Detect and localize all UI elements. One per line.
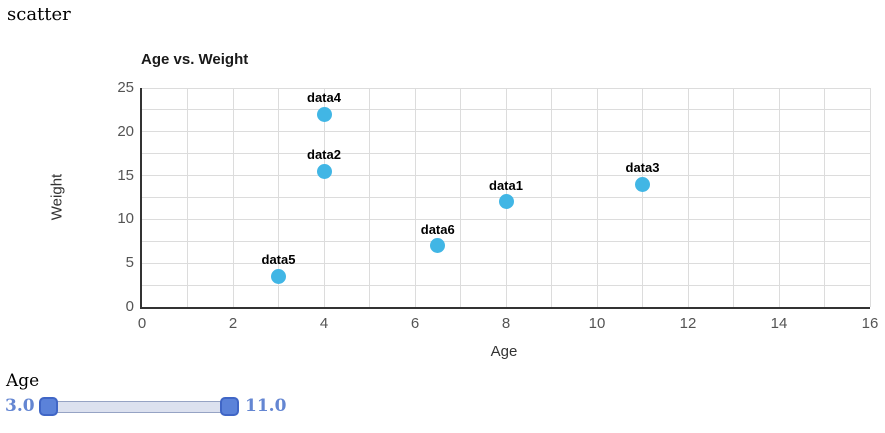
horizontal-gridline — [142, 262, 870, 264]
data-point-label: data2 — [307, 147, 341, 163]
page-heading: scatter — [7, 4, 71, 25]
y-tick-label: 5 — [125, 254, 134, 272]
slider-label: Age — [6, 371, 40, 391]
data-point-label: data6 — [420, 221, 455, 237]
horizontal-gridline — [142, 218, 870, 220]
x-tick-label: 2 — [228, 315, 238, 332]
slider-handle-min[interactable] — [39, 397, 58, 416]
slider-handle-max[interactable] — [220, 397, 239, 416]
horizontal-gridline — [142, 87, 870, 89]
data-point[interactable] — [635, 176, 650, 192]
data-point-label: data5 — [261, 252, 296, 268]
data-point-label: data1 — [489, 177, 523, 193]
y-tick-label: 20 — [117, 122, 134, 140]
data-point[interactable] — [498, 194, 514, 210]
y-tick-label: 10 — [117, 210, 134, 228]
vertical-gridline — [869, 88, 871, 307]
data-point[interactable] — [430, 238, 446, 254]
age-range-slider[interactable] — [39, 397, 239, 416]
horizontal-gridline — [142, 284, 870, 286]
chart-title: Age vs. Weight — [141, 51, 249, 68]
data-point-label: data4 — [307, 90, 341, 106]
data-point[interactable] — [271, 268, 286, 284]
horizontal-gridline — [142, 240, 870, 242]
x-tick-label: 0 — [137, 315, 147, 332]
slider-max-value: 11.0 — [245, 396, 287, 416]
x-tick-label: 10 — [588, 315, 606, 332]
plot-area: 0 2 4 6 8 10 12 14 16 0 5 10 15 20 25 data1 data2 data3 da… — [117, 79, 878, 332]
horizontal-gridline — [142, 175, 870, 177]
data-point[interactable] — [316, 106, 332, 122]
x-tick-label: 14 — [770, 315, 788, 332]
x-tick-label: 16 — [861, 315, 879, 332]
x-tick-label: 12 — [679, 315, 697, 332]
y-tick-label: 0 — [125, 298, 134, 315]
horizontal-gridline — [142, 109, 870, 111]
x-tick-label: 4 — [319, 315, 329, 332]
data-point-label: data3 — [625, 160, 660, 176]
x-tick-label: 6 — [410, 315, 420, 332]
y-tick-label: 15 — [117, 166, 134, 184]
slider-min-value: 3.0 — [5, 396, 35, 416]
y-axis-title: Weight — [48, 173, 66, 221]
data-point[interactable] — [316, 163, 332, 179]
x-tick-label: 8 — [501, 315, 511, 332]
horizontal-gridline — [142, 153, 870, 155]
y-tick-label: 25 — [117, 79, 134, 96]
horizontal-gridline — [142, 131, 870, 133]
x-axis-title: Age — [490, 343, 518, 360]
